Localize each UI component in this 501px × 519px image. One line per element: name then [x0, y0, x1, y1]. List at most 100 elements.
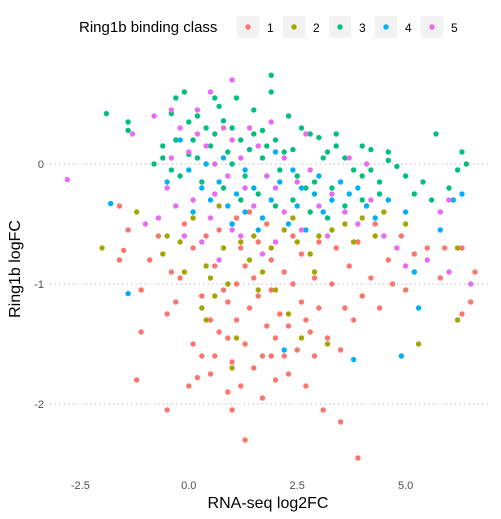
- data-point: [281, 353, 287, 359]
- data-point: [333, 143, 339, 149]
- data-point: [242, 263, 248, 269]
- data-point: [411, 191, 417, 197]
- data-point: [216, 103, 222, 110]
- data-point: [281, 227, 287, 233]
- data-point: [402, 221, 409, 227]
- data-point: [173, 203, 179, 209]
- y-tick-label: -1: [34, 279, 44, 291]
- data-point: [181, 269, 188, 275]
- data-point: [415, 341, 422, 347]
- data-point: [268, 119, 274, 125]
- data-point: [229, 365, 235, 371]
- data-point: [463, 161, 469, 167]
- data-point: [194, 131, 201, 137]
- data-point: [294, 347, 300, 353]
- legend-swatch: [383, 24, 389, 30]
- data-point: [190, 197, 196, 203]
- data-point: [121, 247, 127, 254]
- data-point: [294, 173, 300, 179]
- data-point: [272, 287, 279, 293]
- data-point: [324, 335, 331, 341]
- data-point: [181, 89, 188, 95]
- data-points: [64, 72, 478, 461]
- data-point: [151, 161, 157, 167]
- data-point: [459, 149, 465, 155]
- data-point: [294, 239, 300, 245]
- data-point: [251, 131, 257, 137]
- data-point: [337, 419, 344, 425]
- data-point: [433, 131, 439, 137]
- data-point: [359, 143, 365, 149]
- data-point: [99, 245, 105, 251]
- data-point: [225, 173, 231, 179]
- x-tick-label: -2.5: [71, 480, 90, 492]
- data-point: [220, 118, 227, 124]
- data-point: [468, 281, 474, 287]
- data-point: [212, 263, 218, 269]
- data-point: [285, 221, 292, 227]
- data-point: [385, 149, 391, 155]
- data-point: [285, 323, 292, 329]
- data-point: [420, 179, 426, 185]
- data-point: [290, 167, 296, 173]
- series-5: [64, 77, 474, 287]
- data-point: [281, 155, 287, 161]
- data-point: [177, 275, 183, 281]
- data-point: [251, 365, 257, 371]
- data-point: [147, 257, 153, 263]
- data-point: [207, 89, 214, 95]
- data-point: [177, 137, 183, 143]
- data-point: [199, 353, 205, 359]
- data-point: [402, 287, 409, 293]
- data-point: [320, 407, 326, 413]
- data-point: [190, 341, 196, 347]
- data-point: [459, 311, 465, 317]
- data-point: [411, 269, 417, 275]
- data-point: [316, 203, 322, 209]
- data-point: [446, 269, 452, 275]
- series-1: [116, 203, 478, 461]
- data-point: [242, 209, 248, 215]
- data-point: [233, 335, 240, 341]
- data-point: [277, 167, 283, 173]
- legend-label: 2: [313, 21, 320, 35]
- data-point: [160, 251, 166, 257]
- data-point: [251, 233, 257, 239]
- data-point: [199, 293, 205, 299]
- data-point: [246, 305, 253, 311]
- data-point: [164, 311, 170, 317]
- data-point: [268, 197, 274, 203]
- data-point: [424, 245, 430, 251]
- data-point: [216, 203, 222, 209]
- data-point: [64, 176, 71, 183]
- data-point: [212, 161, 218, 167]
- data-point: [108, 200, 114, 207]
- data-point: [290, 197, 296, 203]
- data-point: [225, 335, 231, 341]
- data-point: [281, 347, 287, 353]
- data-point: [173, 95, 179, 101]
- data-point: [298, 185, 305, 191]
- data-point: [268, 89, 274, 95]
- data-point: [468, 299, 474, 305]
- data-point: [259, 251, 266, 257]
- legend-swatch: [245, 24, 251, 30]
- data-point: [437, 275, 443, 281]
- data-point: [277, 311, 283, 317]
- data-point: [238, 239, 244, 245]
- data-point: [194, 374, 201, 381]
- data-point: [233, 317, 240, 323]
- data-point: [229, 407, 235, 413]
- data-point: [233, 191, 240, 197]
- data-point: [281, 269, 287, 275]
- data-point: [160, 155, 166, 161]
- data-point: [168, 107, 175, 113]
- data-point: [372, 215, 378, 221]
- data-point: [264, 221, 270, 227]
- data-point: [255, 191, 261, 197]
- data-point: [329, 197, 335, 203]
- legend-label: 3: [359, 21, 366, 35]
- data-point: [259, 353, 266, 359]
- data-point: [272, 377, 279, 383]
- data-point: [359, 173, 365, 179]
